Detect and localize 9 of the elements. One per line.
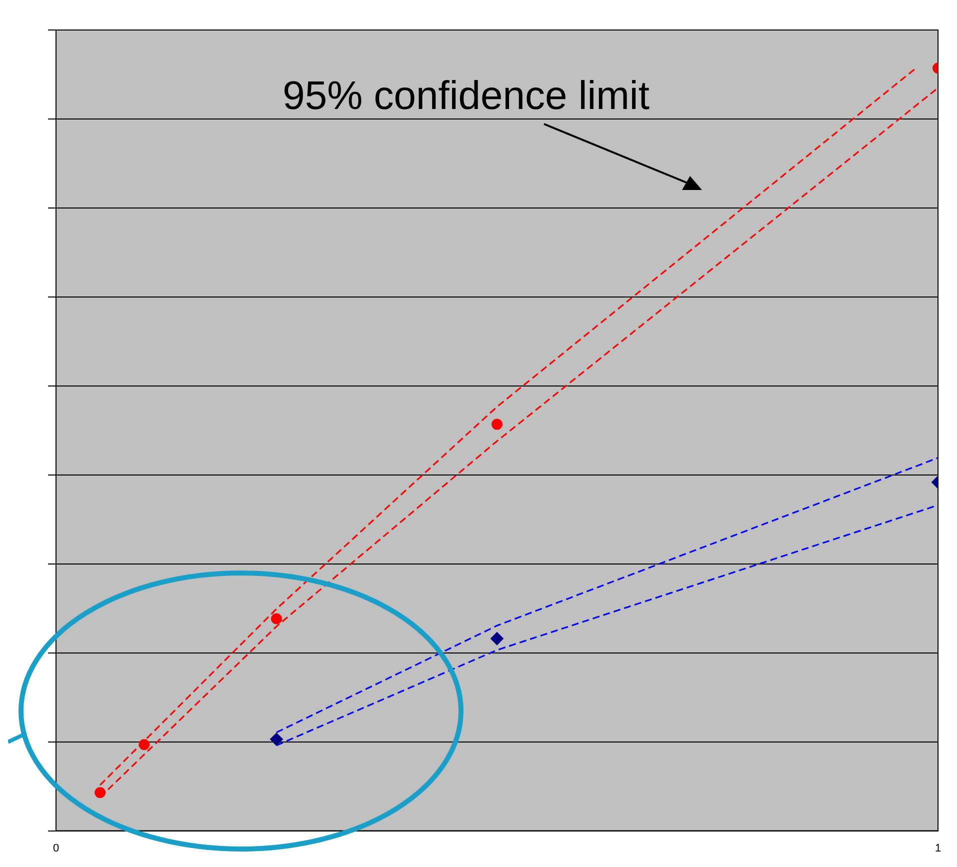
point xyxy=(94,787,106,798)
annotation: 95% confidence limit xyxy=(282,74,650,118)
point xyxy=(492,418,502,430)
x-tick-label: 1 xyxy=(934,842,942,854)
point xyxy=(138,739,150,750)
x-tick-label: 0 xyxy=(52,842,60,854)
point xyxy=(271,613,282,624)
point xyxy=(490,632,504,646)
point xyxy=(270,732,283,746)
